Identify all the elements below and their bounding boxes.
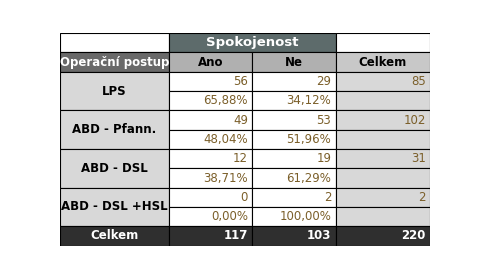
Bar — [336, 149, 430, 168]
Bar — [169, 207, 252, 226]
Text: 31: 31 — [411, 152, 426, 165]
Bar — [169, 110, 252, 130]
Bar — [60, 72, 169, 110]
Text: 2: 2 — [418, 191, 426, 204]
Text: 103: 103 — [307, 229, 331, 243]
Bar — [60, 226, 169, 246]
Text: Celkem: Celkem — [359, 55, 407, 69]
Text: 220: 220 — [402, 229, 426, 243]
Text: 65,88%: 65,88% — [204, 94, 248, 107]
Bar — [252, 168, 336, 188]
Bar — [336, 130, 430, 149]
Bar — [169, 33, 336, 52]
Text: 49: 49 — [233, 113, 248, 127]
Bar — [252, 207, 336, 226]
Bar — [169, 52, 252, 72]
Text: 2: 2 — [324, 191, 331, 204]
Text: 48,04%: 48,04% — [203, 133, 248, 146]
Text: 38,71%: 38,71% — [203, 171, 248, 185]
Text: Ano: Ano — [198, 55, 223, 69]
Bar — [336, 52, 430, 72]
Text: 29: 29 — [316, 75, 331, 88]
Bar — [169, 188, 252, 207]
Text: ABD - Pfann.: ABD - Pfann. — [72, 123, 156, 136]
Text: LPS: LPS — [102, 84, 127, 98]
Text: 61,29%: 61,29% — [286, 171, 331, 185]
Bar — [60, 149, 169, 188]
Bar — [336, 168, 430, 188]
Bar — [336, 207, 430, 226]
Bar — [252, 130, 336, 149]
Text: ABD - DSL +HSL: ABD - DSL +HSL — [61, 200, 168, 214]
Text: 102: 102 — [403, 113, 426, 127]
Bar — [336, 72, 430, 91]
Text: 12: 12 — [233, 152, 248, 165]
Text: 85: 85 — [411, 75, 426, 88]
Bar — [336, 110, 430, 130]
Bar — [60, 52, 169, 72]
Bar — [60, 188, 169, 226]
Bar — [252, 91, 336, 110]
Text: 117: 117 — [224, 229, 248, 243]
Bar — [60, 33, 169, 52]
Bar — [169, 226, 252, 246]
Bar — [60, 110, 169, 149]
Text: 34,12%: 34,12% — [286, 94, 331, 107]
Text: 0: 0 — [240, 191, 248, 204]
Text: 56: 56 — [233, 75, 248, 88]
Text: 0,00%: 0,00% — [211, 210, 248, 223]
Text: 51,96%: 51,96% — [286, 133, 331, 146]
Text: ABD - DSL: ABD - DSL — [81, 162, 148, 175]
Bar — [252, 149, 336, 168]
Bar — [336, 33, 430, 52]
Bar — [169, 130, 252, 149]
Text: Spokojenost: Spokojenost — [206, 36, 299, 49]
Bar — [336, 188, 430, 207]
Bar — [252, 52, 336, 72]
Bar — [169, 168, 252, 188]
Text: Celkem: Celkem — [90, 229, 139, 243]
Text: Ne: Ne — [285, 55, 303, 69]
Text: 53: 53 — [316, 113, 331, 127]
Bar — [336, 226, 430, 246]
Text: 19: 19 — [316, 152, 331, 165]
Bar — [252, 226, 336, 246]
Bar — [169, 72, 252, 91]
Bar — [169, 149, 252, 168]
Bar — [252, 72, 336, 91]
Text: Operační postup: Operační postup — [60, 55, 169, 69]
Bar — [252, 188, 336, 207]
Bar — [252, 110, 336, 130]
Bar — [336, 91, 430, 110]
Text: 100,00%: 100,00% — [280, 210, 331, 223]
Bar — [169, 91, 252, 110]
